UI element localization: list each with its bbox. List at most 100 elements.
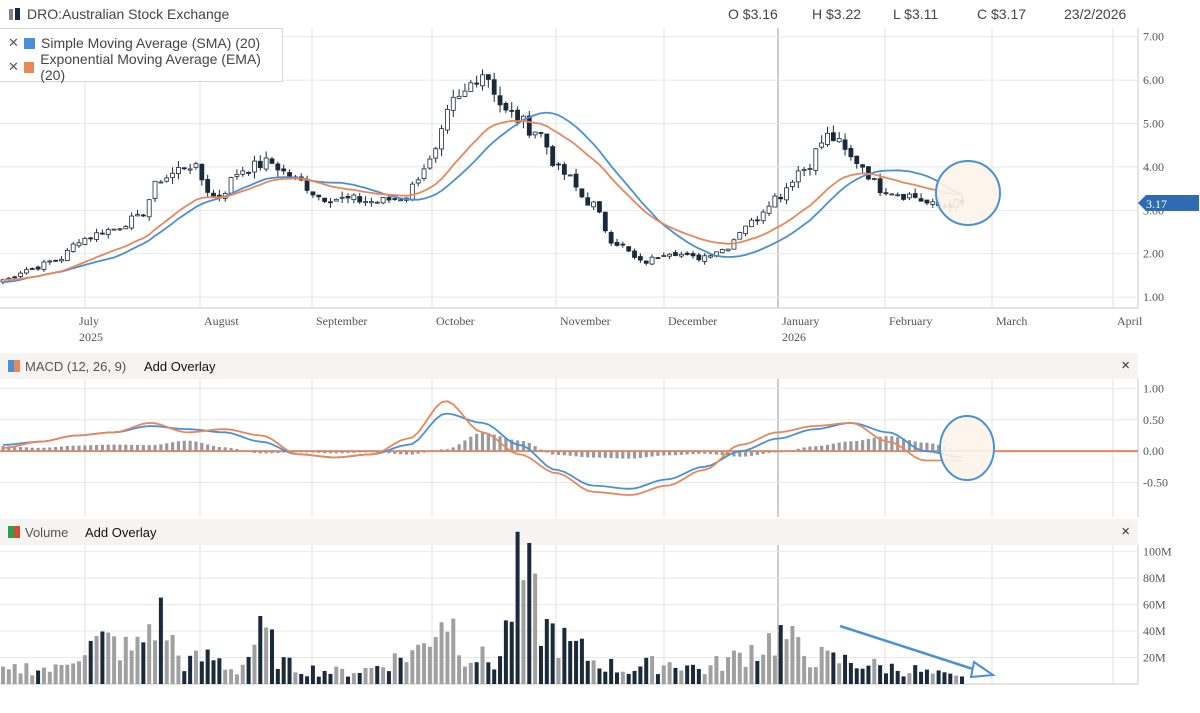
candle-body bbox=[176, 167, 181, 175]
volume-bar bbox=[579, 638, 584, 684]
volume-bar bbox=[462, 666, 467, 684]
macd-histogram-bar bbox=[480, 432, 485, 452]
candle-body bbox=[35, 266, 41, 270]
quote-date: 23/2/2026 bbox=[1064, 6, 1127, 22]
macd-histogram-bar bbox=[790, 450, 795, 452]
volume-bar bbox=[731, 650, 736, 684]
volume-add-overlay-button[interactable]: Add Overlay bbox=[85, 525, 157, 540]
chart-type-icon[interactable] bbox=[8, 7, 22, 21]
macd-histogram-bar bbox=[498, 436, 502, 452]
macd-histogram-bar bbox=[562, 451, 566, 456]
volume-bar bbox=[316, 676, 321, 684]
volume-bar bbox=[702, 674, 707, 684]
macd-histogram-bar bbox=[621, 451, 625, 459]
macd-histogram-bar bbox=[7, 446, 11, 452]
candle-body bbox=[895, 194, 901, 197]
volume-bar bbox=[451, 618, 456, 684]
candle-body bbox=[491, 79, 497, 95]
volume-close-button[interactable]: × bbox=[1121, 523, 1130, 540]
macd-histogram-bar bbox=[475, 433, 479, 452]
macd-histogram-bar bbox=[568, 451, 572, 456]
volume-bar bbox=[492, 669, 497, 684]
volume-bar bbox=[685, 665, 690, 684]
macd-histogram-bar bbox=[36, 447, 40, 452]
macd-histogram-bar bbox=[545, 451, 549, 453]
candle-body bbox=[749, 219, 754, 228]
volume-bar bbox=[819, 646, 824, 684]
macd-histogram-bar bbox=[188, 440, 192, 452]
macd-histogram-bar bbox=[363, 451, 368, 453]
macd-histogram-bar bbox=[147, 445, 151, 452]
chart-header: DRO:Australian Stock Exchange O $3.16 H … bbox=[0, 0, 1200, 28]
volume-bar bbox=[498, 656, 503, 684]
volume-bar bbox=[761, 654, 766, 684]
macd-histogram-bar bbox=[796, 448, 800, 452]
volume-bar bbox=[223, 669, 228, 684]
candle-body bbox=[427, 158, 433, 169]
volume-bar bbox=[112, 636, 117, 684]
candle-body bbox=[871, 178, 877, 180]
candle-body bbox=[784, 187, 789, 201]
macd-histogram-bar bbox=[673, 451, 678, 456]
candle-body bbox=[59, 258, 64, 262]
macd-histogram-bar bbox=[679, 451, 683, 455]
candle-body bbox=[47, 260, 53, 263]
macd-histogram-bar bbox=[808, 446, 812, 452]
volume-bar bbox=[527, 542, 532, 684]
volume-bar bbox=[106, 632, 111, 684]
volume-bar bbox=[644, 657, 649, 684]
candle-body bbox=[725, 248, 731, 252]
macd-histogram-bar bbox=[211, 445, 216, 452]
volume-bar bbox=[6, 669, 11, 684]
volume-bar bbox=[36, 670, 41, 684]
candle-body bbox=[655, 257, 661, 259]
macd-histogram-bar bbox=[586, 451, 590, 458]
macd-histogram-bar bbox=[551, 451, 555, 455]
remove-sma-icon[interactable]: ✕ bbox=[8, 35, 19, 50]
macd-close-button[interactable]: × bbox=[1121, 357, 1130, 374]
volume-bar bbox=[422, 643, 427, 684]
volume-bar bbox=[141, 642, 146, 684]
candle-body bbox=[889, 193, 895, 196]
remove-ema-icon[interactable]: ✕ bbox=[8, 59, 19, 74]
macd-histogram-bar bbox=[773, 451, 777, 453]
volume-bar bbox=[182, 671, 187, 684]
macd-histogram-bar bbox=[767, 451, 771, 453]
candle-body bbox=[12, 276, 18, 279]
volume-bar bbox=[854, 668, 859, 684]
macd-y-tick-label: -0.50 bbox=[1143, 476, 1168, 490]
macd-histogram-bar bbox=[135, 444, 140, 452]
macd-histogram-bar bbox=[346, 451, 350, 454]
macd-histogram-bar bbox=[206, 444, 210, 452]
candle-body bbox=[170, 172, 175, 178]
macd-histogram-bar bbox=[662, 451, 666, 456]
volume-bar bbox=[468, 662, 473, 684]
y-tick-label: 2.00 bbox=[1143, 247, 1164, 261]
legend-label-sma: Simple Moving Average (SMA) (20) bbox=[41, 35, 261, 51]
volume-bar bbox=[825, 650, 830, 684]
volume-bar bbox=[848, 662, 853, 684]
macd-histogram-bar bbox=[235, 449, 239, 452]
candle-body bbox=[743, 225, 749, 235]
macd-histogram-bar bbox=[515, 440, 520, 452]
candle-body bbox=[439, 128, 444, 150]
candle-body bbox=[363, 201, 368, 204]
candle-body bbox=[357, 196, 363, 203]
macd-histogram-bar bbox=[118, 444, 122, 452]
macd-histogram-bar bbox=[492, 434, 496, 452]
macd-histogram-bar bbox=[410, 451, 414, 455]
candle-body bbox=[64, 249, 70, 261]
macd-histogram-bar bbox=[393, 451, 397, 454]
volume-bar bbox=[229, 669, 234, 684]
volume-bar bbox=[843, 654, 848, 684]
macd-add-overlay-button[interactable]: Add Overlay bbox=[144, 359, 216, 374]
macd-histogram-bar bbox=[457, 444, 461, 452]
macd-histogram-bar bbox=[738, 451, 742, 457]
macd-histogram-bar bbox=[814, 446, 818, 452]
macd-histogram-bar bbox=[860, 440, 865, 452]
candle-body bbox=[158, 181, 164, 184]
volume-bar bbox=[655, 674, 660, 684]
macd-histogram-bar bbox=[100, 444, 105, 452]
candle-body bbox=[515, 109, 520, 123]
